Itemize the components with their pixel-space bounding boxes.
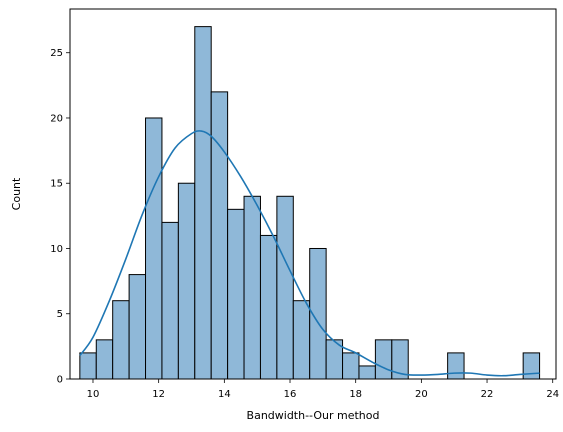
- histogram-bar-3: [128, 274, 147, 380]
- x-tick-label: 18: [349, 389, 362, 400]
- x-tick-label: 16: [284, 389, 297, 400]
- x-axis-label: Bandwidth--Our method: [247, 409, 380, 422]
- y-tick-label: 10: [50, 244, 63, 255]
- histogram-bar-17: [358, 365, 376, 380]
- histogram-bar-18: [374, 339, 393, 380]
- y-tick-label: 20: [50, 113, 63, 124]
- histogram-bar-1: [95, 339, 114, 380]
- x-tick-label: 22: [481, 389, 494, 400]
- histogram-bars: [79, 26, 541, 380]
- histogram-bar-5: [161, 221, 179, 380]
- y-tick-label: 25: [50, 48, 63, 59]
- histogram-bar-tail-1: [522, 352, 541, 380]
- y-axis-label: Count: [10, 177, 23, 210]
- histogram-bar-tail-0: [447, 352, 465, 380]
- histogram-bar-4: [145, 117, 163, 380]
- x-tick-label: 24: [546, 389, 559, 400]
- histogram-bar-2: [112, 300, 130, 380]
- y-tick-label: 5: [57, 309, 63, 320]
- x-tick-label: 12: [152, 389, 165, 400]
- histogram-bar-11: [259, 234, 278, 380]
- x-axis: 10 12 14 16 18 20 22 24: [87, 379, 559, 400]
- histogram-bar-8: [210, 91, 229, 380]
- histogram-bar-12: [276, 195, 294, 380]
- histogram-bar-13: [292, 300, 311, 380]
- histogram-bar-6: [177, 182, 196, 380]
- histogram-bar-0: [79, 352, 97, 380]
- y-tick-label: 0: [57, 375, 63, 386]
- histogram-bar-7: [194, 26, 212, 380]
- histogram-bar-16: [342, 352, 360, 380]
- plot-frame: [69, 8, 557, 380]
- x-tick-label: 10: [87, 389, 100, 400]
- histogram-bar-10: [243, 195, 261, 380]
- y-tick-label: 15: [50, 179, 63, 190]
- y-axis: 0 5 10 15 20 25: [50, 48, 70, 386]
- histogram-bar-9: [227, 208, 245, 380]
- x-tick-label: 20: [415, 389, 428, 400]
- kde-curve: [79, 130, 540, 377]
- x-tick-label: 14: [218, 389, 231, 400]
